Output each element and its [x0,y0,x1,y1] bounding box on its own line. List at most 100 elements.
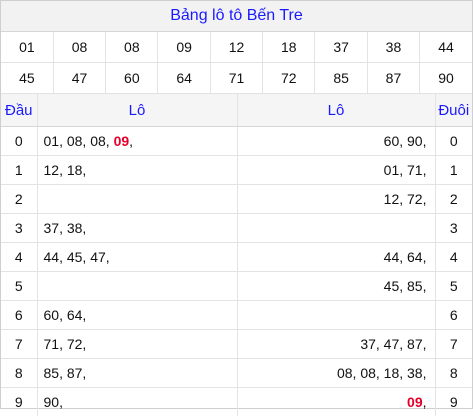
lo-left-cell: 71, 72, [37,330,237,359]
lo-text: 2 [15,191,23,207]
duoi-cell: 1 [435,156,472,185]
number-cell: 08 [53,32,105,63]
lo-text: 3 [450,220,458,236]
number-cell: 90 [420,63,472,94]
lo-text: 0 [450,133,458,149]
lo-text: , [423,394,427,410]
lo-text: 85, 87, [44,365,87,381]
lo-text: 9 [450,394,458,410]
number-cell: 01 [1,32,53,63]
lo-text: 37, 47, 87, [360,336,426,352]
dau-cell: 5 [1,272,37,301]
number-cell: 12 [210,32,262,63]
lo-left-cell: 01, 08, 08, 09, [37,127,237,156]
dau-cell: 8 [1,359,37,388]
dau-cell: 2 [1,185,37,214]
lo-left-cell: 85, 87, [37,359,237,388]
header-dau: Đầu [1,94,37,127]
lo-right-cell [237,214,435,243]
number-cell: 85 [315,63,367,94]
table-row: 1 12, 18, 01, 71, 1 [1,156,472,185]
number-cell: 37 [315,32,367,63]
lo-left-cell [37,185,237,214]
lo-text: 6 [15,307,23,323]
dau-cell: 4 [1,243,37,272]
lo-right-cell: 09, [237,388,435,416]
lo-text: 60, 64, [44,307,87,323]
lo-text: 71, 72, [44,336,87,352]
table-row: 4 44, 45, 47, 44, 64, 4 [1,243,472,272]
duoi-cell: 7 [435,330,472,359]
lo-text: 37, 38, [44,220,87,236]
lo-right-cell: 60, 90, [237,127,435,156]
lo-text: 90, [44,394,63,410]
number-cell: 18 [263,32,315,63]
lo-right-cell: 44, 64, [237,243,435,272]
lo-right-cell: 12, 72, [237,185,435,214]
header-lo-left: Lô [37,94,237,127]
duoi-cell: 4 [435,243,472,272]
lo-left-cell: 37, 38, [37,214,237,243]
header-lo-right: Lô [237,94,435,127]
lo-left-cell: 60, 64, [37,301,237,330]
number-cell: 44 [420,32,472,63]
duoi-cell: 9 [435,388,472,416]
table-row: 8 85, 87, 08, 08, 18, 38, 8 [1,359,472,388]
number-cell: 87 [367,63,419,94]
lo-text: 9 [15,394,23,410]
special-number: 09 [407,394,423,410]
dau-cell: 1 [1,156,37,185]
lo-left-cell: 44, 45, 47, [37,243,237,272]
lo-text: 12, 72, [384,191,427,207]
lo-left-cell: 90, [37,388,237,416]
duoi-cell: 6 [435,301,472,330]
table-row: 5 45, 85, 5 [1,272,472,301]
lo-left-cell [37,272,237,301]
lo-right-cell: 45, 85, [237,272,435,301]
lo-text: 5 [450,278,458,294]
header-duoi: Đuôi [435,94,472,127]
number-cell: 71 [210,63,262,94]
lo-text: 8 [15,365,23,381]
lo-right-cell [237,301,435,330]
number-cell: 09 [158,32,210,63]
lo-text: 44, 64, [384,249,427,265]
number-cell: 72 [263,63,315,94]
lo-text: 08, 08, 18, 38, [337,365,427,381]
lo-right-cell: 08, 08, 18, 38, [237,359,435,388]
lo-text: 3 [15,220,23,236]
dau-cell: 3 [1,214,37,243]
lo-text: 12, 18, [44,162,87,178]
lo-text: 1 [450,162,458,178]
dau-cell: 7 [1,330,37,359]
lo-text: 8 [450,365,458,381]
table-row: 2 12, 72, 2 [1,185,472,214]
lo-text: 60, 90, [384,133,427,149]
dau-cell: 0 [1,127,37,156]
duoi-cell: 2 [435,185,472,214]
number-cell: 38 [367,32,419,63]
lo-text: 6 [450,307,458,323]
duoi-cell: 0 [435,127,472,156]
duoi-cell: 3 [435,214,472,243]
lo-text: 01, 08, 08, [44,133,114,149]
number-cell: 60 [106,63,158,94]
lo-text: 5 [15,278,23,294]
lo-text: 7 [450,336,458,352]
lo-text: , [129,133,133,149]
lo-right-cell: 01, 71, [237,156,435,185]
number-cell: 08 [106,32,158,63]
table-title: Bảng lô tô Bến Tre [1,1,472,32]
lo-text: 44, 45, 47, [44,249,110,265]
table-row: 9 90, 09, 9 [1,388,472,416]
lo-right-cell: 37, 47, 87, [237,330,435,359]
duoi-cell: 5 [435,272,472,301]
lo-text: 2 [450,191,458,207]
number-cell: 64 [158,63,210,94]
special-number: 09 [114,133,130,149]
